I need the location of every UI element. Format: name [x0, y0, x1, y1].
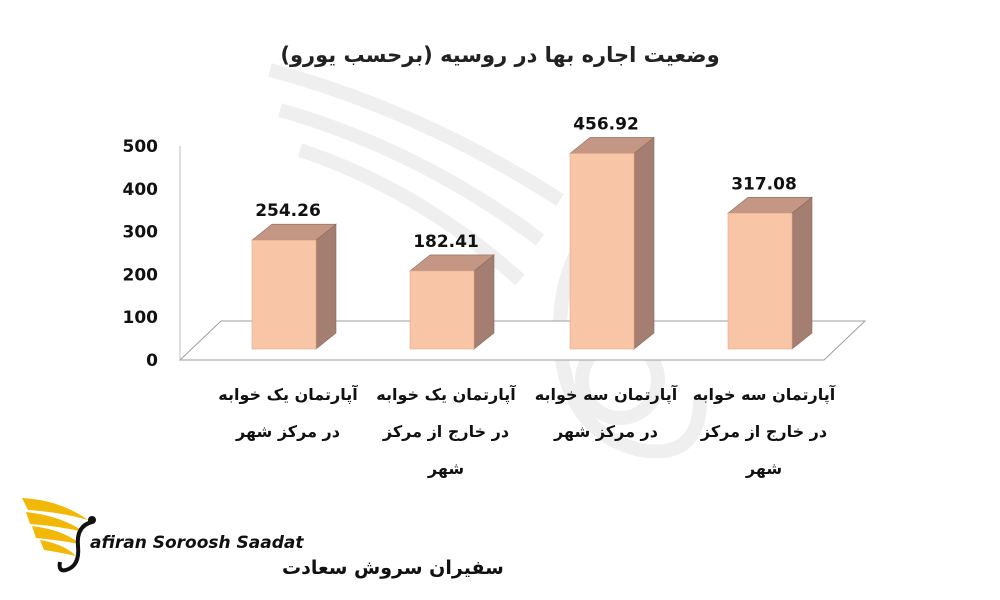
category-label: آپارتمان یک خوابه در خارج از مرکز شهر [376, 384, 516, 478]
y-tick-label: 300 [123, 223, 159, 243]
bar-side [633, 136, 655, 350]
bar-front [251, 239, 317, 350]
wing-icon [22, 498, 88, 556]
category-labels: آپارتمان یک خوابه در مرکز شهر آپارتمان یک … [218, 384, 835, 478]
chart-title: وضعیت اجاره بها در روسیه (برحسب یورو) [280, 43, 719, 67]
category-label: آپارتمان یک خوابه در مرکز شهر [218, 384, 358, 441]
data-label: 182.41 [413, 232, 479, 252]
swan-head-icon [88, 516, 96, 524]
bar [569, 136, 655, 350]
data-labels: 254.26 182.41 456.92 317.08 [255, 114, 797, 251]
data-label: 254.26 [255, 201, 321, 221]
bar-side [791, 196, 813, 350]
bar [727, 196, 813, 350]
bar [409, 254, 495, 350]
logo-english-text: afiran Soroosh Saadat [90, 533, 304, 553]
y-tick-label: 200 [123, 265, 159, 285]
bar-side [315, 223, 337, 350]
chart-floor [178, 320, 867, 361]
data-label: 456.92 [573, 114, 639, 134]
y-tick-label: 0 [146, 351, 158, 371]
bar-side [473, 254, 495, 350]
y-tick-label: 100 [123, 308, 159, 328]
y-tick-label: 500 [123, 137, 159, 157]
category-label: آپارتمان سه خوابه در مرکز شهر [535, 384, 678, 441]
logo-persian-text: سفیران سروش سعادت [282, 557, 504, 579]
bar-front [569, 153, 635, 350]
bar-front [409, 270, 475, 350]
bar [251, 223, 337, 350]
category-label: آپارتمان سه خوابه در خارج از مرکز شهر [693, 384, 836, 478]
bars [251, 136, 813, 350]
swan-mark-icon [57, 520, 93, 573]
data-label: 317.08 [731, 174, 797, 194]
y-tick-label: 400 [123, 180, 159, 200]
y-axis-ticks: 0 100 200 300 400 500 [123, 137, 159, 371]
brand-logo: afiran Soroosh Saadat سفیران سروش سعادت [22, 498, 504, 579]
bar-front [727, 212, 793, 350]
